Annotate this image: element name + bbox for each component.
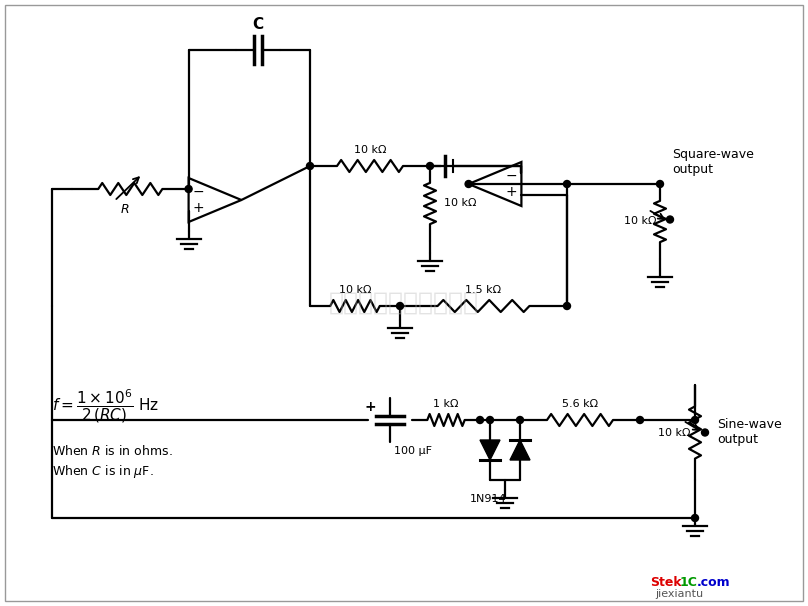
Circle shape <box>637 416 643 424</box>
Text: Sine-wave
output: Sine-wave output <box>717 419 782 447</box>
Circle shape <box>486 416 494 424</box>
Text: +: + <box>364 400 376 414</box>
Circle shape <box>563 302 570 310</box>
Text: When $R$ is in ohms.: When $R$ is in ohms. <box>52 444 173 458</box>
Text: Square-wave
output: Square-wave output <box>672 148 754 176</box>
Text: R: R <box>121 203 129 216</box>
Text: 10 kΩ: 10 kΩ <box>624 216 656 227</box>
Text: .com: .com <box>697 576 730 588</box>
Text: 10 kΩ: 10 kΩ <box>354 145 386 155</box>
Text: 1 kΩ: 1 kΩ <box>433 399 459 409</box>
Text: $f = \dfrac{1 \times 10^6}{2\,(RC)}$ Hz: $f = \dfrac{1 \times 10^6}{2\,(RC)}$ Hz <box>52 387 159 425</box>
Text: jiexiantu: jiexiantu <box>655 589 703 599</box>
Text: 5.6 kΩ: 5.6 kΩ <box>562 399 598 409</box>
Text: 100 μF: 100 μF <box>394 446 432 456</box>
Text: 10 kΩ: 10 kΩ <box>444 199 477 208</box>
Circle shape <box>656 181 663 187</box>
Text: +: + <box>192 201 204 215</box>
Circle shape <box>477 416 483 424</box>
Polygon shape <box>480 440 500 460</box>
Text: −: − <box>192 185 204 199</box>
Circle shape <box>185 185 192 193</box>
Circle shape <box>563 181 570 187</box>
Circle shape <box>465 181 472 187</box>
Text: +: + <box>506 185 518 199</box>
Text: 1N914: 1N914 <box>469 494 507 504</box>
Text: 杭州捷富科技有限公司: 杭州捷富科技有限公司 <box>329 291 479 315</box>
Text: 10 kΩ: 10 kΩ <box>339 285 371 295</box>
Circle shape <box>692 416 698 424</box>
Text: 1C: 1C <box>680 576 698 588</box>
Circle shape <box>516 416 524 424</box>
Circle shape <box>667 216 674 223</box>
Text: When $C$ is in $\mu$F.: When $C$ is in $\mu$F. <box>52 462 154 479</box>
Text: −: − <box>506 169 518 183</box>
Circle shape <box>692 514 698 522</box>
Text: Stek: Stek <box>650 576 682 588</box>
Circle shape <box>397 302 403 310</box>
Circle shape <box>306 162 314 170</box>
Text: 10 kΩ: 10 kΩ <box>659 427 691 438</box>
Circle shape <box>427 162 434 170</box>
Polygon shape <box>510 440 530 460</box>
Circle shape <box>701 429 709 436</box>
Text: C: C <box>252 17 263 32</box>
Text: 1.5 kΩ: 1.5 kΩ <box>465 285 502 295</box>
